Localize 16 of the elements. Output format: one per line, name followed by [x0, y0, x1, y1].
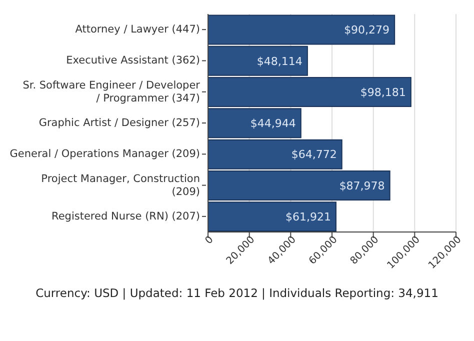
text: Currency: USD | Updated: 11 Feb 2012 | Individuals Reporting: 34,911 [34, 286, 440, 300]
data-label: $87,978 [339, 179, 385, 192]
data-label: $98,181 [360, 86, 406, 99]
y-tick-label: General / Operations Manager (209) [10, 148, 200, 160]
data-label: $44,944 [250, 117, 296, 130]
y-tick-label: Sr. Software Engineer / Developer / Programmer (347) [22, 79, 201, 104]
data-label: $64,772 [291, 148, 337, 162]
data-label: $48,114 [256, 54, 302, 68]
data-label: $61,921 [285, 210, 331, 224]
y-tick-label: Attorney / Lawyer (447) [75, 24, 200, 36]
x-tick-label: 0 [203, 234, 216, 247]
data-label: $90,279 [344, 24, 390, 37]
y-tick-label: Graphic Artist / Designer (257) [38, 117, 200, 129]
y-tick-label: Executive Assistant (362) [66, 54, 200, 67]
y-tick-label: Project Manager, Construction (209) [41, 172, 200, 198]
y-tick-label: Registered Nurse (RN) (207) [52, 210, 200, 222]
